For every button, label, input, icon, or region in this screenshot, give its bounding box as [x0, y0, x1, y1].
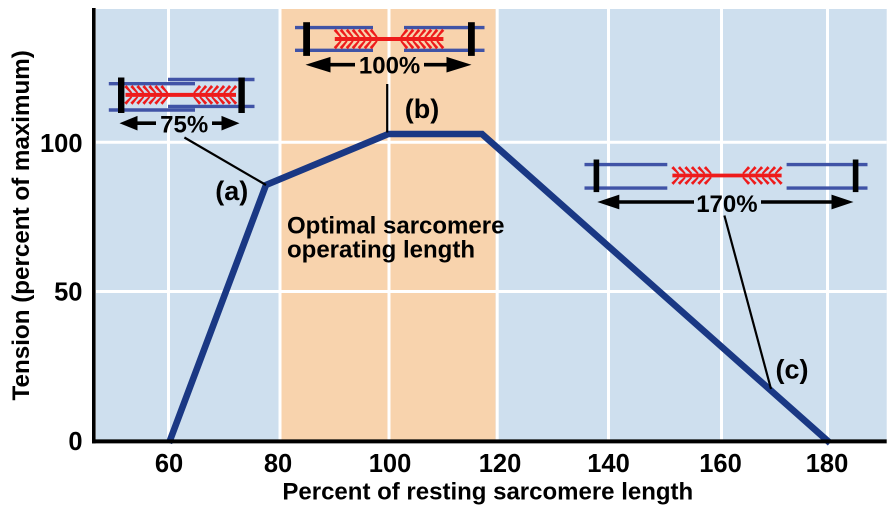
- svg-text:(c): (c): [776, 355, 809, 385]
- svg-text:140: 140: [587, 450, 630, 478]
- svg-text:75%: 75%: [160, 111, 208, 138]
- svg-text:Percent of resting sarcomere l: Percent of resting sarcomere length: [282, 478, 693, 505]
- svg-text:Optimal sarcomere: Optimal sarcomere: [287, 213, 504, 240]
- svg-text:100: 100: [40, 130, 83, 158]
- svg-text:50: 50: [54, 278, 82, 306]
- svg-text:operating length: operating length: [287, 236, 475, 263]
- svg-text:180: 180: [806, 450, 849, 478]
- svg-text:Tension (percent of maximum): Tension (percent of maximum): [8, 50, 35, 400]
- svg-text:120: 120: [479, 450, 522, 478]
- svg-text:80: 80: [264, 450, 292, 478]
- svg-text:(b): (b): [405, 94, 439, 124]
- svg-text:60: 60: [155, 450, 183, 478]
- svg-text:170%: 170%: [696, 191, 757, 218]
- svg-text:100%: 100%: [359, 53, 420, 80]
- svg-text:0: 0: [68, 428, 82, 456]
- svg-text:(a): (a): [215, 176, 248, 206]
- svg-text:160: 160: [699, 450, 742, 478]
- svg-text:100: 100: [369, 450, 412, 478]
